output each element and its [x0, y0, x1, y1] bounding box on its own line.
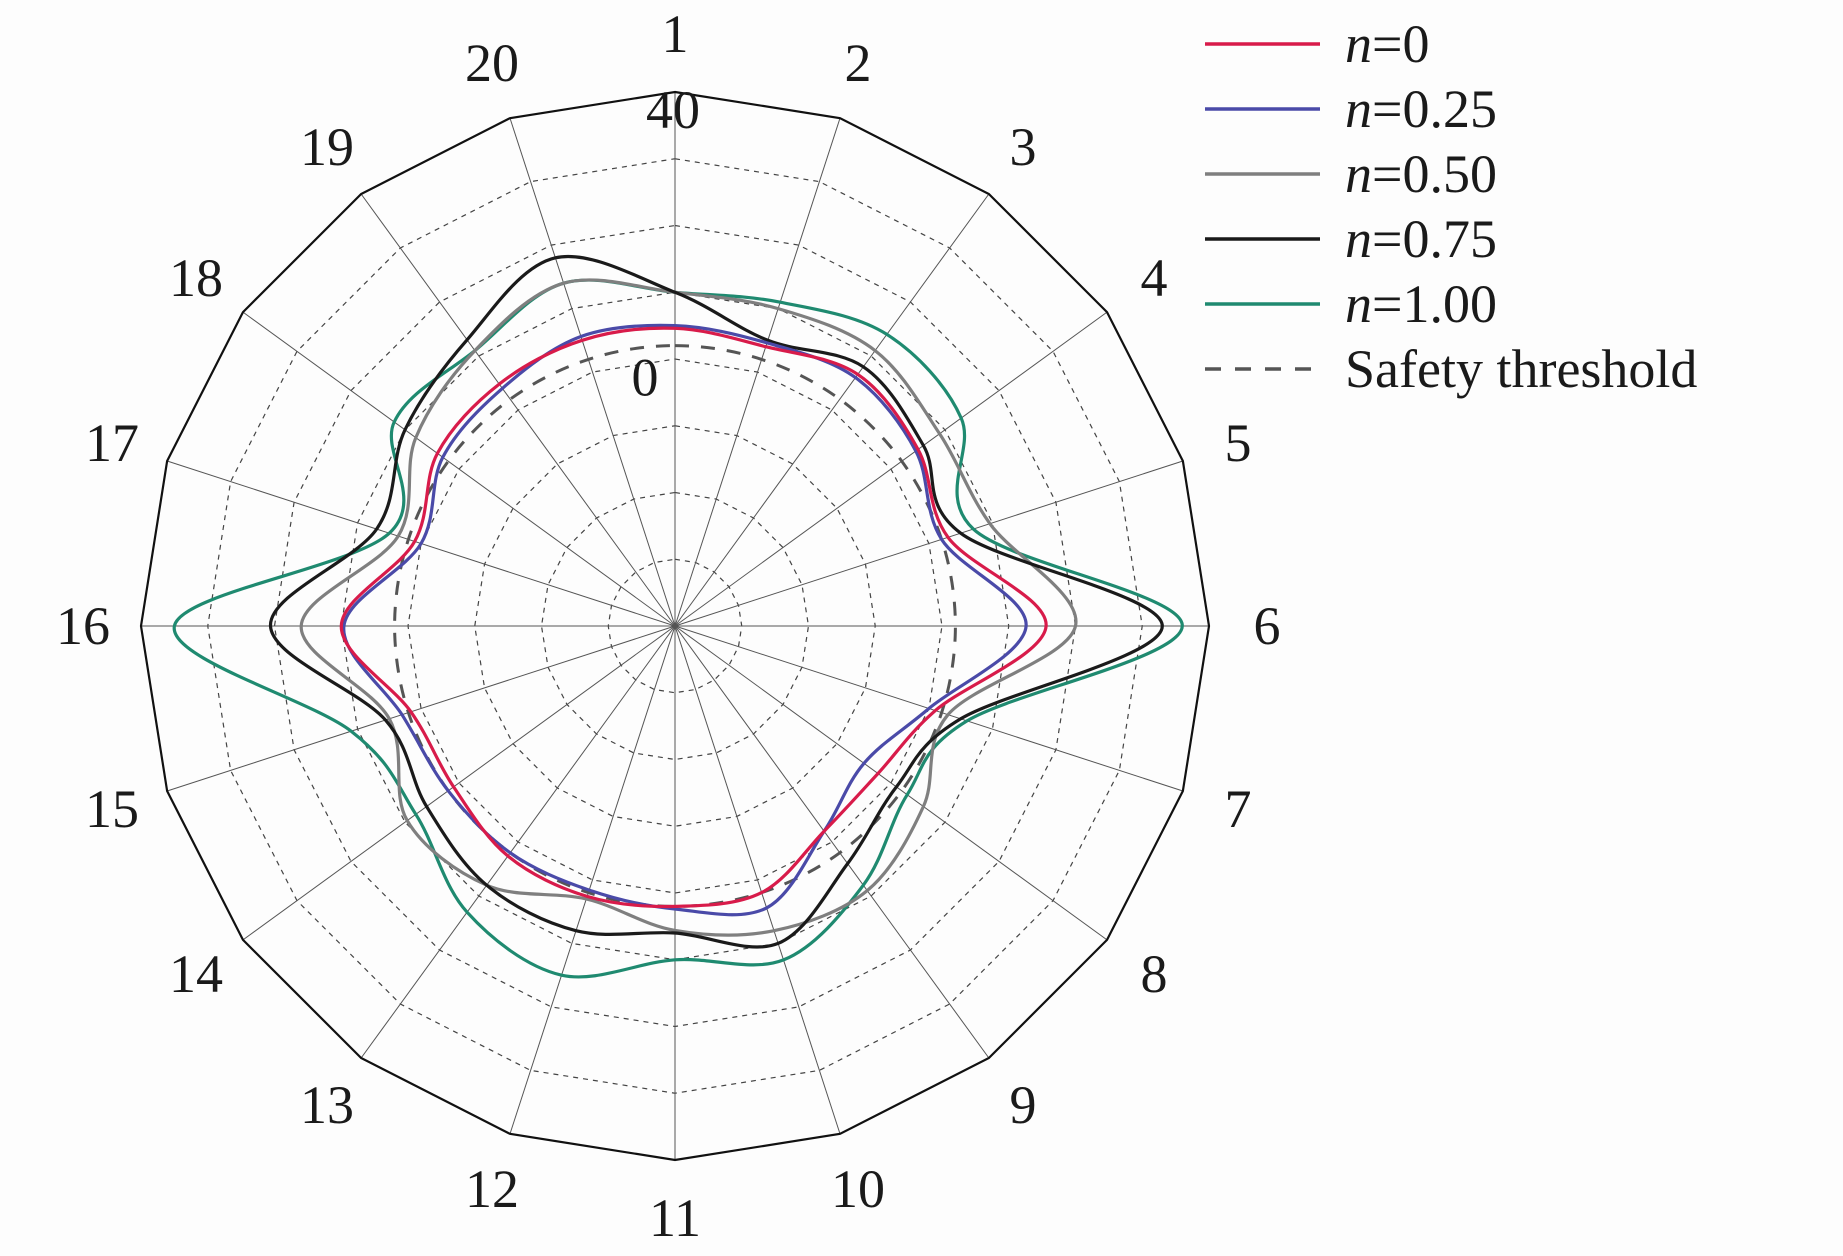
- radar-series-group: [172, 254, 1184, 979]
- radar-spokes: [141, 92, 1209, 1160]
- category-label: 18: [169, 248, 223, 308]
- spoke-line: [674, 311, 1108, 627]
- spoke-line: [674, 117, 841, 627]
- category-label: 4: [1140, 248, 1167, 308]
- legend-value: =0.25: [1372, 79, 1497, 139]
- category-label: 6: [1254, 596, 1281, 656]
- radar-outer-border: [139, 90, 1211, 1162]
- category-label: 15: [85, 779, 139, 839]
- spoke-line: [674, 625, 990, 1059]
- legend-label: Safety threshold: [1345, 339, 1697, 399]
- legend-variable: n: [1345, 144, 1372, 204]
- radial-tick-label: 40: [646, 80, 700, 140]
- series-line-n-0-75: [268, 254, 1164, 949]
- spoke-line: [509, 625, 676, 1135]
- legend-label: n=0.75: [1345, 209, 1497, 269]
- category-label: 13: [300, 1075, 354, 1135]
- legend-label: n=0.50: [1345, 144, 1497, 204]
- radial-tick-labels: 40 0: [632, 80, 701, 408]
- spoke-line: [360, 625, 676, 1059]
- category-label: 20: [465, 33, 519, 93]
- legend-variable: n: [1345, 209, 1372, 269]
- legend-label: n=0: [1345, 14, 1429, 74]
- legend-value: =0.50: [1372, 144, 1497, 204]
- spoke-line: [242, 625, 676, 941]
- category-label: 14: [169, 944, 223, 1004]
- spoke-line: [166, 625, 676, 792]
- spoke-line: [674, 625, 841, 1135]
- category-label: 7: [1225, 779, 1252, 839]
- category-label: 8: [1140, 944, 1167, 1004]
- legend-value: =1.00: [1372, 274, 1497, 334]
- category-label: 3: [1009, 117, 1036, 177]
- legend-value: =0.75: [1372, 209, 1497, 269]
- radial-tick-label: 0: [632, 348, 659, 408]
- spoke-line: [674, 460, 1184, 627]
- legend-value: =0: [1372, 14, 1429, 74]
- category-label: 19: [300, 117, 354, 177]
- series-line-n-0-50: [299, 278, 1078, 937]
- series-line-safety-threshold: [393, 344, 957, 908]
- category-label: 12: [465, 1159, 519, 1219]
- category-label: 2: [844, 33, 871, 93]
- category-label: 5: [1225, 413, 1252, 473]
- spoke-line: [360, 193, 676, 627]
- grid-ring: [407, 358, 943, 894]
- spoke-line: [242, 311, 676, 627]
- grid-ring: [474, 425, 876, 827]
- category-label: 16: [56, 596, 110, 656]
- category-label: 1: [662, 4, 689, 64]
- category-label: 17: [85, 413, 139, 473]
- spoke-line: [674, 625, 1108, 941]
- legend-value: Safety threshold: [1345, 339, 1697, 399]
- series-line-n-0: [339, 326, 1048, 909]
- legend-variable: n: [1345, 274, 1372, 334]
- outer-polygon: [139, 90, 1211, 1162]
- category-label: 11: [649, 1188, 701, 1248]
- spoke-line: [674, 193, 990, 627]
- category-label: 10: [831, 1159, 885, 1219]
- series-line-n-1-00: [172, 278, 1184, 979]
- category-label: 9: [1009, 1075, 1036, 1135]
- legend-label: n=1.00: [1345, 274, 1497, 334]
- spoke-line: [509, 117, 676, 627]
- legend-variable: n: [1345, 79, 1372, 139]
- legend-variable: n: [1345, 14, 1372, 74]
- legend-label: n=0.25: [1345, 79, 1497, 139]
- series-line-n-0-25: [342, 323, 1028, 917]
